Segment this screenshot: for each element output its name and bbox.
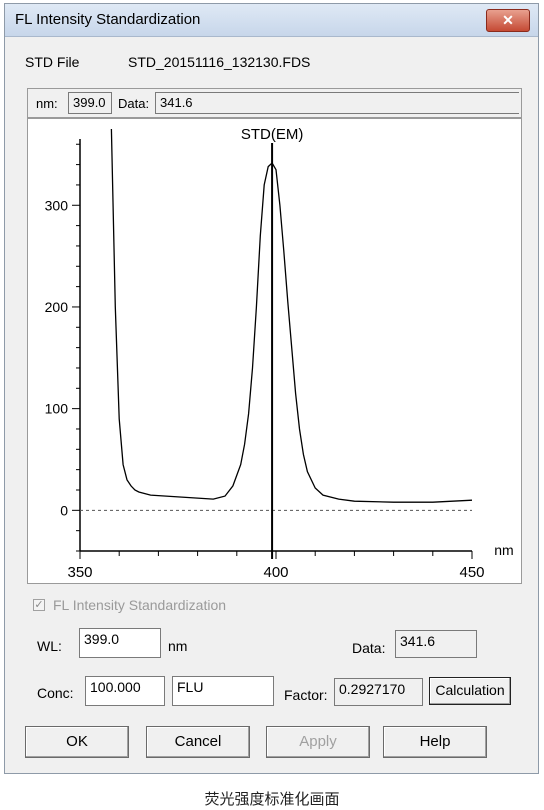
ok-button[interactable]: OK <box>25 726 129 758</box>
checkbox-label: FL Intensity Standardization <box>53 597 227 613</box>
apply-button: Apply <box>266 726 370 758</box>
y-tick-label: 300 <box>45 197 69 213</box>
cancel-button[interactable]: Cancel <box>146 726 250 758</box>
x-tick-label: 400 <box>263 564 288 581</box>
spectrum-plot: 0 100 200 300 350 400 450 nm STD(EM) <box>45 126 514 581</box>
std-file-label: STD File <box>25 54 80 70</box>
factor-value: 0.2927170 <box>334 678 423 706</box>
wl-label: WL: <box>37 638 62 654</box>
image-caption: 荧光强度标准化画面 <box>204 791 340 808</box>
x-axis-label: nm <box>494 542 513 558</box>
calculation-button[interactable]: Calculation <box>429 677 511 705</box>
checkmark-icon: ✓ <box>33 599 45 611</box>
window-title: FL Intensity Standardization <box>15 11 201 28</box>
spectrum-chart[interactable]: 0 100 200 300 350 400 450 nm STD(EM) <box>27 118 522 584</box>
data-field-label: Data: <box>352 640 386 656</box>
data-field-value: 341.6 <box>395 630 477 658</box>
spectrum-line <box>110 128 473 503</box>
nm-readout: 399.0 <box>68 92 112 114</box>
factor-label: Factor: <box>284 687 328 703</box>
data-label: Data: <box>118 96 150 111</box>
dialog-window: FL Intensity Standardization ✕ STD File … <box>4 3 539 774</box>
x-tick-label: 450 <box>459 564 484 581</box>
nm-label: nm: <box>36 96 58 111</box>
conc-label: Conc: <box>37 685 74 701</box>
cursor-info-bar: nm: 399.0 Data: 341.6 <box>27 88 522 118</box>
wl-unit: nm <box>168 638 188 654</box>
y-tick-label: 0 <box>60 502 68 518</box>
close-icon: ✕ <box>502 12 514 28</box>
conc-unit-input[interactable]: FLU <box>172 676 274 706</box>
chart-title: STD(EM) <box>241 126 304 143</box>
y-tick-label: 100 <box>45 401 69 417</box>
x-tick-label: 350 <box>67 564 92 581</box>
wl-input[interactable]: 399.0 <box>79 628 161 658</box>
data-readout: 341.6 <box>155 92 519 114</box>
title-bar: FL Intensity Standardization ✕ <box>5 4 538 37</box>
help-button[interactable]: Help <box>383 726 487 758</box>
std-file-value: STD_20151116_132130.FDS <box>128 54 311 70</box>
y-tick-label: 200 <box>45 299 69 315</box>
conc-input[interactable]: 100.000 <box>85 676 165 706</box>
close-button[interactable]: ✕ <box>486 9 530 32</box>
